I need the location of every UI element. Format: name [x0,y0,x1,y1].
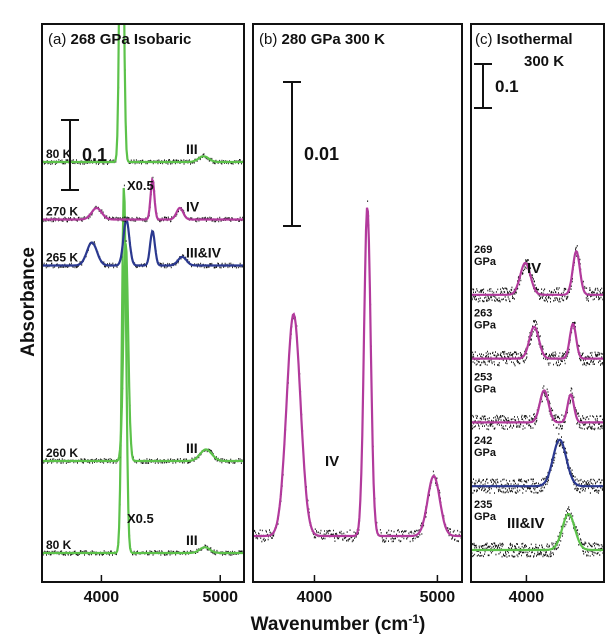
fit-curve [471,322,604,360]
phase-label: III&IV [186,245,222,261]
fit-curve [471,389,604,424]
scale-factor-label: X0.5 [127,178,154,193]
phase-label: III [186,532,198,548]
panel-frame [41,23,245,583]
series-label: 260 K [46,446,78,460]
fit-curve [42,24,244,164]
scale-factor-label: X0.5 [127,511,154,526]
data-points [253,200,462,543]
panel-2: 235 GPa III&IV 242 GPa 253 GPa 263 GPa 269 GPa IV (c… [470,23,605,606]
panel-0: 80 K III X0.5 260 K III 265 K III&IV 270 K IV 80 … [41,23,245,606]
panel-title: (c) Isothermal [475,31,573,48]
panel-subtitle: 300 K [524,53,564,70]
series-label: 80 K [46,147,72,161]
plot-area [42,24,244,556]
phase-label: IV [325,453,339,470]
series-label: 242 GPa [474,435,497,459]
series-label: 269 GPa [474,244,497,268]
fit-curve [471,249,604,296]
data-points [42,184,244,556]
phase-label: IV [186,199,200,215]
fit-curve [42,187,244,555]
phase-label: IV [527,260,541,277]
series-label: 253 GPa [474,371,497,395]
series-label: 270 K [46,205,78,219]
x-tick-label: 5000 [202,589,238,606]
phase-label: III&IV [507,515,545,532]
phase-label: III [186,440,198,456]
fit-curve [42,176,244,221]
panel-1: IV (b) 280 GPa 300 K 0.01 4000 5000 [252,23,463,606]
x-tick-label: 4000 [509,589,545,606]
x-tick-label: 4000 [297,589,333,606]
x-tick-label: 5000 [420,589,456,606]
scale-bar-label: 0.1 [495,77,519,96]
series-label: 235 GPa [474,499,497,523]
scale-bar-label: 0.1 [82,145,107,165]
scale-bar-label: 0.01 [304,144,339,164]
x-axis-label: Wavenumber (cm-1) [251,612,426,635]
plot-area [471,245,604,558]
panel-frame [252,23,463,583]
series-label: 263 GPa [474,308,497,332]
fit-curve [471,438,604,488]
data-points [42,240,244,464]
panel-title: (a) 268 GPa Isobaric [48,31,191,48]
series-label: 265 K [46,251,78,265]
panel-title: (b) 280 GPa 300 K [259,31,385,48]
x-tick-label: 4000 [84,589,120,606]
y-axis-label: Absorbance [18,247,39,357]
phase-label: III [186,141,198,157]
panel-frame [470,23,605,583]
fit-curve [42,216,244,267]
fit-curve [471,513,604,552]
series-label: 80 K [46,538,72,552]
fit-curve [42,243,244,463]
plot-area [253,200,462,543]
fit-curve [253,207,462,538]
